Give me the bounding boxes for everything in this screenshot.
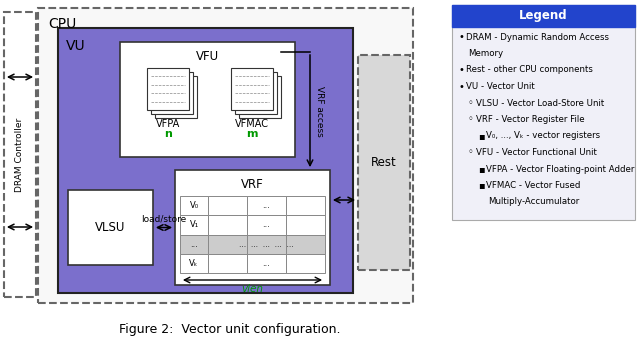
Bar: [247, 235, 286, 254]
Text: ◦: ◦: [468, 98, 474, 108]
Text: VRF: VRF: [241, 178, 264, 191]
Bar: [235, 72, 277, 114]
Bar: [208, 254, 247, 273]
Bar: [147, 68, 189, 110]
Text: VU - Vector Unit: VU - Vector Unit: [466, 82, 535, 91]
Text: VLSU - Vector Load-Store Unit: VLSU - Vector Load-Store Unit: [476, 98, 604, 108]
Text: n: n: [164, 129, 172, 139]
Bar: [239, 76, 281, 118]
Bar: [286, 235, 325, 254]
Text: Multiply-Accumulator: Multiply-Accumulator: [488, 197, 579, 207]
Text: VFU: VFU: [196, 49, 219, 62]
Text: ▪: ▪: [478, 131, 484, 141]
Bar: [120, 42, 295, 157]
Text: ...  ...  ...  ...  ...: ... ... ... ... ...: [239, 240, 294, 248]
Text: •: •: [458, 82, 464, 92]
Text: •: •: [458, 32, 464, 42]
Text: V₀: V₀: [189, 201, 198, 210]
Text: VFMAC - Vector Fused: VFMAC - Vector Fused: [486, 181, 580, 190]
Text: CPU: CPU: [48, 17, 76, 31]
Text: ...: ...: [262, 201, 271, 210]
Bar: [180, 235, 208, 254]
Bar: [208, 235, 247, 254]
Text: ...: ...: [262, 259, 271, 268]
Text: VFPA: VFPA: [156, 119, 180, 129]
Bar: [180, 215, 208, 235]
Bar: [68, 190, 153, 265]
Bar: [180, 254, 208, 273]
Bar: [151, 72, 193, 114]
Bar: [247, 196, 286, 215]
Bar: [175, 170, 330, 285]
Text: ...: ...: [190, 240, 198, 248]
Bar: [247, 215, 286, 235]
Text: DRAM - Dynamic Random Access: DRAM - Dynamic Random Access: [466, 33, 609, 42]
Bar: [247, 254, 286, 273]
Text: VFU - Vector Functional Unit: VFU - Vector Functional Unit: [476, 148, 597, 157]
Text: VU: VU: [66, 39, 86, 53]
Bar: [38, 8, 413, 303]
Text: ▪: ▪: [478, 180, 484, 191]
Bar: [358, 55, 410, 270]
Text: V₀, ..., Vₖ - vector registers: V₀, ..., Vₖ - vector registers: [486, 131, 600, 141]
Text: VRF access: VRF access: [315, 86, 324, 136]
Bar: [286, 254, 325, 273]
Text: VFPA - Vector Floating-point Adder: VFPA - Vector Floating-point Adder: [486, 164, 634, 174]
Text: V₁: V₁: [189, 220, 198, 229]
Bar: [452, 5, 635, 220]
Text: vlen: vlen: [241, 284, 264, 294]
Text: VFMAC: VFMAC: [235, 119, 269, 129]
Text: load/store: load/store: [141, 214, 187, 223]
Text: Rest: Rest: [371, 156, 397, 169]
Text: •: •: [458, 65, 464, 75]
Text: m: m: [246, 129, 258, 139]
Text: Memory: Memory: [468, 49, 503, 58]
Bar: [286, 215, 325, 235]
Bar: [4, 12, 36, 297]
Text: Vₖ: Vₖ: [189, 259, 198, 268]
Text: Rest - other CPU components: Rest - other CPU components: [466, 66, 593, 75]
Bar: [208, 215, 247, 235]
Text: ◦: ◦: [468, 147, 474, 158]
Text: Legend: Legend: [519, 10, 568, 22]
Text: ◦: ◦: [468, 115, 474, 125]
Bar: [286, 196, 325, 215]
Bar: [180, 196, 208, 215]
Bar: [208, 196, 247, 215]
Bar: [231, 68, 273, 110]
Text: ...: ...: [262, 220, 271, 229]
Bar: [58, 28, 353, 293]
Text: ▪: ▪: [478, 164, 484, 174]
Bar: [155, 76, 197, 118]
Text: VRF - Vector Register File: VRF - Vector Register File: [476, 115, 584, 124]
Text: Figure 2:  Vector unit configuration.: Figure 2: Vector unit configuration.: [119, 323, 340, 337]
Text: DRAM Controller: DRAM Controller: [15, 118, 24, 192]
Bar: [452, 5, 635, 27]
Text: VLSU: VLSU: [95, 221, 125, 234]
